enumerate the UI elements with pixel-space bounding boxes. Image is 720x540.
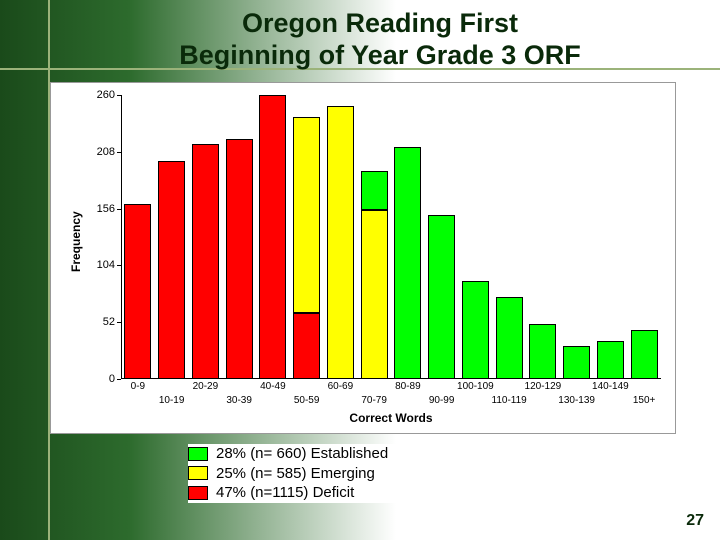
- x-axis-label: Correct Words: [121, 411, 661, 425]
- bar-established: [496, 297, 523, 379]
- y-tick-mark: [117, 152, 121, 153]
- x-tick-label: 140-149: [582, 381, 638, 392]
- page-title: Oregon Reading First Beginning of Year G…: [60, 8, 700, 72]
- legend: 28% (n= 660) Established25% (n= 585) Eme…: [188, 444, 548, 503]
- x-tick-label: 110-119: [481, 395, 537, 406]
- x-tick-label: 0-9: [110, 381, 166, 392]
- bar-established: [428, 215, 455, 379]
- legend-swatch: [188, 466, 208, 480]
- x-tick-label: 60-69: [312, 381, 368, 392]
- legend-item: 28% (n= 660) Established: [188, 444, 548, 464]
- x-tick-label: 80-89: [380, 381, 436, 392]
- bar-deficit: [192, 144, 219, 379]
- y-tick-mark: [117, 379, 121, 380]
- bar-deficit: [124, 204, 151, 379]
- bar-established: [394, 147, 421, 379]
- legend-label: 28% (n= 660) Established: [216, 444, 388, 464]
- bar-emerging: [361, 210, 388, 379]
- bar-established: [631, 330, 658, 379]
- legend-label: 47% (n=1115) Deficit: [216, 483, 354, 503]
- bar-established: [529, 324, 556, 379]
- x-tick-label: 10-19: [144, 395, 200, 406]
- legend-swatch: [188, 447, 208, 461]
- title-line-2: Beginning of Year Grade 3 ORF: [179, 40, 581, 72]
- legend-label: 25% (n= 585) Emerging: [216, 464, 375, 484]
- bar-emerging: [327, 106, 354, 379]
- bar-deficit: [293, 313, 320, 379]
- x-tick-label: 40-49: [245, 381, 301, 392]
- x-tick-label: 90-99: [414, 395, 470, 406]
- bar-deficit: [226, 139, 253, 379]
- bar-deficit: [158, 161, 185, 379]
- x-tick-label: 100-109: [447, 381, 503, 392]
- page-number: 27: [686, 512, 704, 530]
- bar-emerging: [293, 117, 320, 314]
- bar-established: [597, 341, 624, 379]
- chart-panel: 0521041562082600-910-1920-2930-3940-4950…: [50, 82, 676, 434]
- x-tick-label: 130-139: [549, 395, 605, 406]
- bar-established: [563, 346, 590, 379]
- legend-swatch: [188, 486, 208, 500]
- x-tick-label: 20-29: [177, 381, 233, 392]
- x-tick-label: 70-79: [346, 395, 402, 406]
- plot-area: 0521041562082600-910-1920-2930-3940-4950…: [121, 95, 661, 379]
- x-tick-label: 50-59: [279, 395, 335, 406]
- y-tick-mark: [117, 209, 121, 210]
- bar-established: [462, 281, 489, 379]
- x-tick-label: 150+: [616, 395, 672, 406]
- slide: Oregon Reading First Beginning of Year G…: [0, 0, 720, 540]
- x-tick-label: 120-129: [515, 381, 571, 392]
- legend-item: 47% (n=1115) Deficit: [188, 483, 548, 503]
- y-tick-mark: [117, 95, 121, 96]
- bar-deficit: [259, 95, 286, 379]
- y-axis-label: Frequency: [69, 211, 83, 272]
- y-tick-mark: [117, 265, 121, 266]
- y-axis: [121, 95, 122, 379]
- x-tick-label: 30-39: [211, 395, 267, 406]
- title-line-1: Oregon Reading First: [242, 8, 518, 38]
- legend-item: 25% (n= 585) Emerging: [188, 464, 548, 484]
- bar-established: [361, 171, 388, 209]
- y-tick-mark: [117, 322, 121, 323]
